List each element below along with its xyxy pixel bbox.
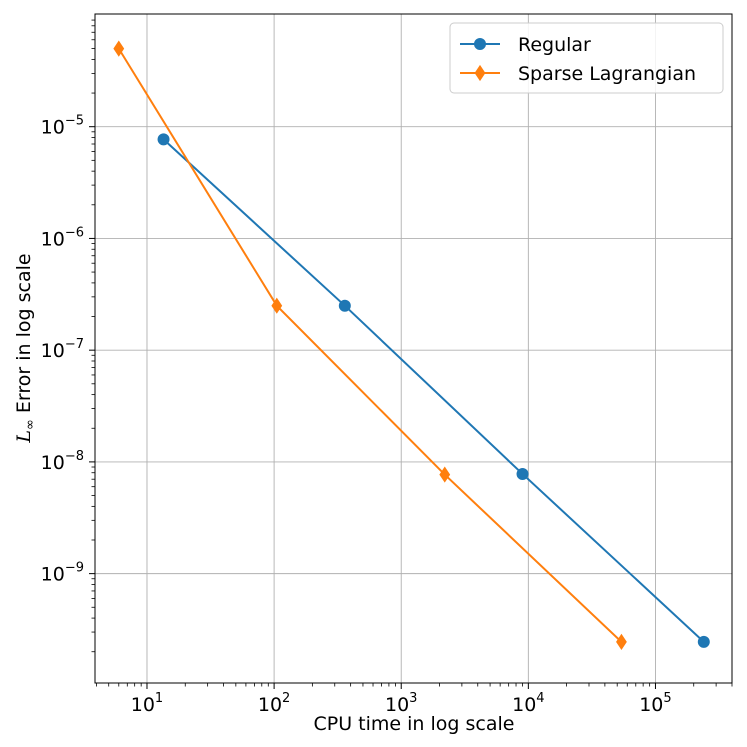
legend: Regular Sparse Lagrangian: [449, 22, 724, 94]
series-regular: [157, 133, 710, 648]
y-axis-label-symbol: L: [13, 430, 35, 444]
plot-background: [95, 14, 732, 683]
x-ticks: 101 102 103 104 105: [131, 683, 672, 716]
data-point: [338, 299, 351, 312]
y-tick-label: 10−8: [41, 449, 84, 474]
series-line: [162, 138, 705, 643]
data-point: [439, 466, 451, 483]
x-tick-base: 10: [258, 694, 282, 716]
data-point: [516, 467, 529, 480]
y-tick-exponent: −9: [65, 561, 84, 576]
y-tick-exponent: −7: [65, 337, 84, 352]
y-tick-base: 10: [41, 117, 65, 139]
y-ticks: 10−910−810−710−610−5: [41, 114, 95, 586]
plot-frame: [94, 13, 733, 684]
x-tick-base: 10: [385, 694, 409, 716]
y-tick-exponent: −5: [65, 114, 84, 129]
legend-item: Regular: [460, 34, 591, 56]
data-point: [157, 133, 170, 146]
legend-item: Sparse Lagrangian: [460, 63, 696, 85]
y-tick-base: 10: [41, 228, 65, 250]
data-point: [113, 40, 125, 57]
data-point: [271, 297, 283, 314]
x-tick-label: 101: [131, 691, 163, 716]
legend-label: Regular: [518, 34, 591, 56]
legend-items: Regular Sparse Lagrangian: [460, 34, 696, 85]
y-tick-base: 10: [41, 452, 65, 474]
data-point: [697, 635, 710, 648]
data-point: [616, 633, 627, 650]
x-tick-label: 102: [258, 691, 290, 716]
x-tick-base: 10: [131, 694, 155, 716]
y-axis-label: L∞ Error in log scale: [13, 253, 38, 443]
y-tick-exponent: −8: [65, 449, 84, 464]
y-tick-exponent: −6: [65, 225, 84, 240]
legend-label: Sparse Lagrangian: [518, 63, 696, 85]
x-tick-exponent: 1: [155, 691, 163, 706]
legend-swatch-marker: [474, 64, 486, 82]
y-tick-base: 10: [41, 340, 65, 362]
series-layer: [113, 40, 710, 650]
y-axis-label-subscript: ∞: [23, 419, 38, 430]
x-tick-label: 103: [385, 691, 417, 716]
x-tick-exponent: 2: [282, 691, 290, 706]
series-line: [117, 48, 623, 643]
x-tick-label: 104: [512, 691, 544, 716]
y-axis-label-text: Error in log scale: [13, 253, 35, 419]
x-axis-label: CPU time in log scale: [314, 713, 515, 735]
y-tick-label: 10−7: [41, 337, 84, 362]
x-tick-exponent: 4: [536, 691, 544, 706]
x-tick-label: 105: [639, 691, 671, 716]
x-tick-base: 10: [639, 694, 663, 716]
legend-box: [449, 22, 724, 94]
y-tick-base: 10: [41, 564, 65, 586]
x-tick-base: 10: [512, 694, 536, 716]
minor-ticks: [91, 19, 733, 687]
y-tick-label: 10−6: [41, 225, 84, 250]
y-tick-label: 10−5: [41, 114, 84, 139]
series-sparse-lagrangian: [113, 40, 627, 650]
x-tick-exponent: 5: [663, 691, 671, 706]
y-tick-label: 10−9: [41, 561, 84, 586]
x-tick-exponent: 3: [409, 691, 417, 706]
grid-lines: [95, 14, 732, 683]
legend-swatch-marker: [474, 38, 486, 50]
